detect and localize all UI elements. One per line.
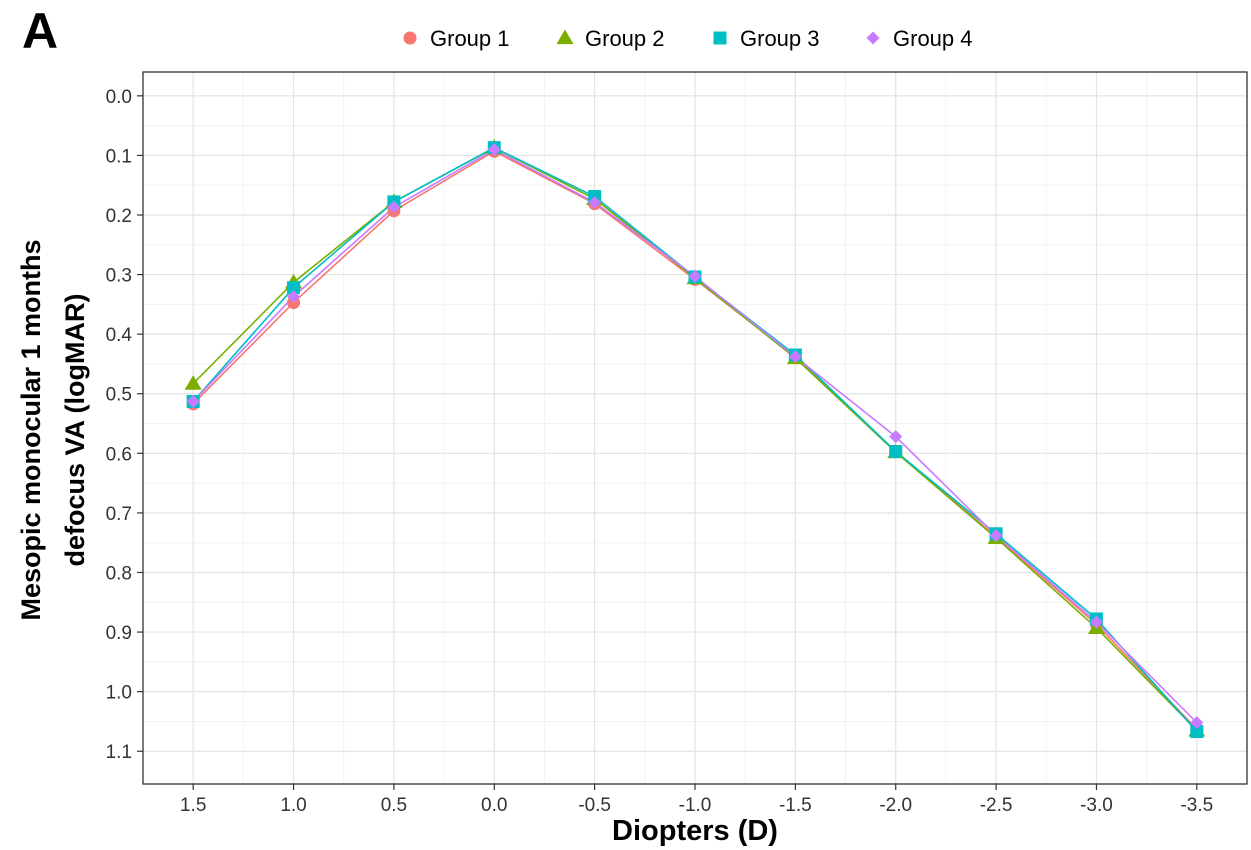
- data-point: [588, 195, 602, 209]
- data-point: [889, 445, 903, 459]
- panel-label: A: [22, 3, 58, 59]
- data-point: [287, 290, 301, 304]
- data-point: [889, 430, 903, 444]
- legend-label: Group 2: [585, 26, 665, 51]
- data-point: [989, 529, 1003, 543]
- legend-item: Group 1: [403, 26, 510, 51]
- y-axis-title: Mesopic monocular 1 months defocus VA (l…: [16, 239, 90, 620]
- x-tick-label: 1.0: [280, 795, 306, 816]
- legend-key: [556, 29, 574, 45]
- y-tick-label: 0.3: [106, 266, 132, 287]
- data-point: [186, 394, 200, 408]
- y-tick-label: 1.1: [106, 742, 132, 763]
- y-tick-label: 1.0: [106, 683, 132, 704]
- data-point: [1190, 716, 1204, 730]
- data-point: [1089, 615, 1103, 629]
- data-point: [287, 281, 301, 295]
- x-tick-label: -2.5: [980, 795, 1013, 816]
- legend-key: [866, 31, 880, 45]
- legend-label: Group 1: [430, 26, 510, 51]
- x-tick-label: -1.0: [679, 795, 712, 816]
- y-axis-title-line-2: defocus VA (logMAR): [60, 294, 90, 567]
- x-tick-label: 1.5: [180, 795, 206, 816]
- gridlines: [143, 72, 1247, 784]
- legend-label: Group 3: [740, 26, 820, 51]
- legend-item: Group 3: [713, 26, 820, 51]
- data-point: [788, 350, 802, 364]
- y-axis-title-line-1: Mesopic monocular 1 months: [16, 239, 46, 620]
- y-tick-label: 0.1: [106, 146, 132, 167]
- data-point: [1190, 725, 1204, 739]
- y-axis: 0.0 0.1 0.2 0.3 0.4 0.5 0.6 0.7 0.8 0.9 1.0 1.1: [106, 87, 143, 763]
- legend-item: Group 4: [866, 26, 973, 51]
- x-tick-label: -0.5: [578, 795, 611, 816]
- series-layer: [184, 139, 1206, 739]
- y-tick-label: 0.2: [106, 206, 132, 227]
- y-tick-label: 0.5: [106, 385, 132, 406]
- y-tick-label: 0.4: [106, 325, 133, 346]
- legend-label: Group 4: [893, 26, 973, 51]
- x-tick-label: -3.0: [1080, 795, 1113, 816]
- x-axis: 1.5 1.0 0.5 0.0 -0.5 -1.0 -1.5 -2.0 -2.5 -3.0 -3.5: [180, 784, 1213, 816]
- x-tick-label: 0.0: [481, 795, 507, 816]
- x-tick-label: -1.5: [779, 795, 812, 816]
- data-point: [487, 142, 501, 156]
- legend-item: Group 2: [556, 26, 665, 51]
- y-tick-label: 0.9: [106, 623, 132, 644]
- y-tick-label: 0.0: [106, 87, 132, 108]
- legend: Group 1 Group 2 Group 3 Group 4: [403, 26, 973, 51]
- y-tick-label: 0.6: [106, 444, 132, 465]
- x-tick-label: -3.5: [1180, 795, 1213, 816]
- y-tick-label: 0.7: [106, 504, 132, 525]
- x-tick-label: 0.5: [381, 795, 407, 816]
- data-point: [688, 269, 702, 283]
- legend-key: [403, 31, 417, 45]
- x-axis-title: Diopters (D): [612, 815, 778, 847]
- legend-key: [713, 31, 727, 45]
- data-point: [184, 375, 202, 390]
- y-tick-label: 0.8: [106, 563, 132, 584]
- data-point: [387, 200, 401, 214]
- x-tick-label: -2.0: [879, 795, 912, 816]
- series-4-points: [186, 142, 1204, 730]
